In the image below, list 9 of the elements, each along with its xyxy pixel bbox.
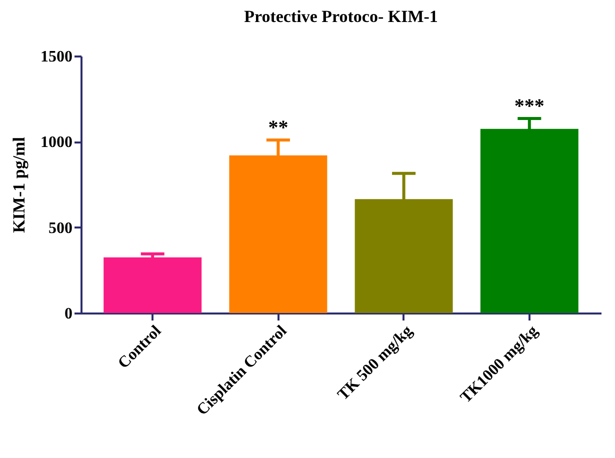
y-tick-label: 500 — [48, 220, 72, 237]
annotation: *** — [514, 96, 544, 118]
y-axis-title: KIM-1 pg/ml — [10, 136, 28, 233]
y-tick-label: 1500 — [40, 48, 72, 66]
chart-title: Protective Protoco- KIM-1 — [244, 7, 438, 26]
y-tick-label: 0 — [64, 306, 72, 322]
y-tick-label: 1000 — [40, 134, 72, 152]
bar — [104, 257, 202, 313]
annotation: ** — [268, 116, 288, 139]
